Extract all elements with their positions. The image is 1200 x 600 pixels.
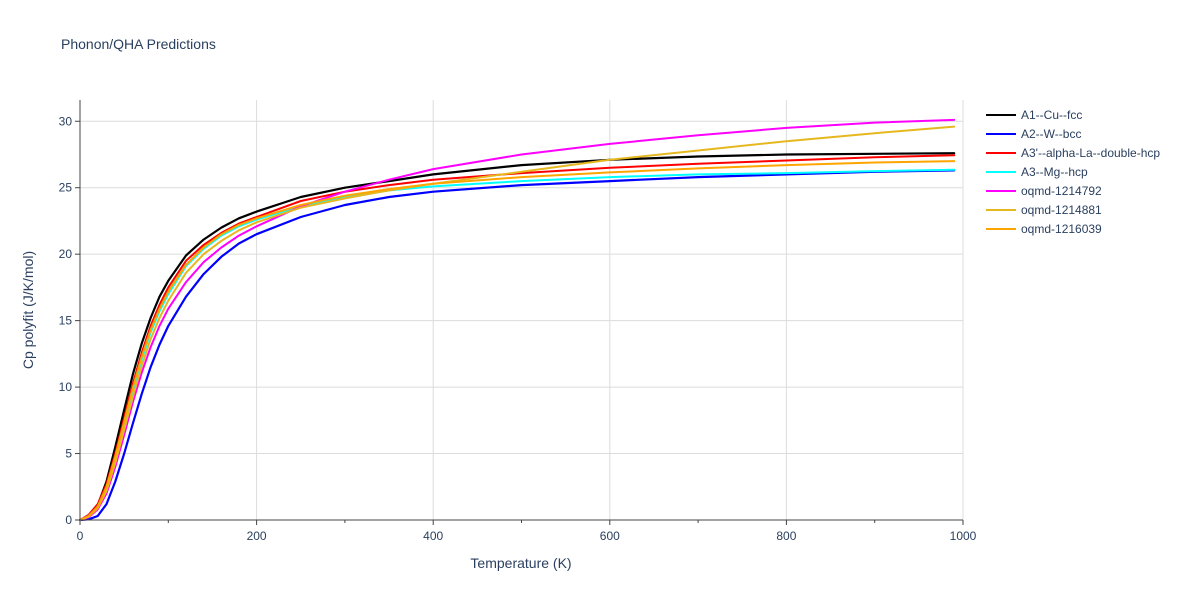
y-tick-label: 0 xyxy=(65,513,72,527)
chart-title: Phonon/QHA Predictions xyxy=(61,36,216,52)
plot-series xyxy=(78,118,956,522)
y-tick-label: 5 xyxy=(65,447,72,461)
x-tick-label: 0 xyxy=(77,529,84,543)
legend[interactable]: A1--Cu--fcc A2--W--bcc A3'--alpha-La--doub… xyxy=(986,108,1160,236)
x-tick-label: 400 xyxy=(423,529,443,543)
series-line-6 xyxy=(79,160,956,521)
series-line-4 xyxy=(79,118,956,521)
x-tick-label: 800 xyxy=(776,529,796,543)
legend-item[interactable]: oqmd-1214792 xyxy=(986,184,1102,198)
legend-label: oqmd-1216039 xyxy=(1021,222,1102,236)
legend-item[interactable]: A3--Mg--hcp xyxy=(986,165,1088,179)
legend-item[interactable]: A2--W--bcc xyxy=(986,127,1081,141)
y-axis-ticks: 0 5 10 15 20 25 30 xyxy=(59,114,80,527)
x-axis-title: Temperature (K) xyxy=(470,555,571,571)
series-line-5 xyxy=(79,125,956,521)
legend-item[interactable]: A1--Cu--fcc xyxy=(986,108,1082,122)
y-gridlines xyxy=(80,120,963,455)
x-tick-label: 600 xyxy=(600,529,620,543)
y-tick-label: 25 xyxy=(59,181,73,195)
y-tick-label: 20 xyxy=(59,247,73,261)
y-axis-title: Cp polyfit (J/K/mol) xyxy=(20,251,36,369)
x-gridlines xyxy=(256,100,964,520)
x-tick-label: 200 xyxy=(247,529,267,543)
legend-label: A1--Cu--fcc xyxy=(1021,108,1082,122)
legend-item[interactable]: oqmd-1216039 xyxy=(986,222,1102,236)
series-line-2 xyxy=(79,154,956,521)
legend-label: A3'--alpha-La--double-hcp xyxy=(1021,146,1160,160)
legend-label: A3--Mg--hcp xyxy=(1021,165,1088,179)
legend-label: A2--W--bcc xyxy=(1021,127,1081,141)
legend-item[interactable]: oqmd-1214881 xyxy=(986,203,1102,217)
y-tick-label: 10 xyxy=(59,380,73,394)
series-line-1 xyxy=(78,169,956,522)
x-axis-ticks: 0 200 400 600 800 1000 xyxy=(77,520,977,543)
legend-label: oqmd-1214881 xyxy=(1021,203,1102,217)
legend-item[interactable]: A3'--alpha-La--double-hcp xyxy=(986,146,1160,160)
series-line-0 xyxy=(78,152,956,522)
legend-label: oqmd-1214792 xyxy=(1021,184,1102,198)
x-tick-label: 1000 xyxy=(950,529,977,543)
y-tick-label: 15 xyxy=(59,314,73,328)
series-line-3 xyxy=(79,168,956,521)
y-tick-label: 30 xyxy=(59,114,73,128)
